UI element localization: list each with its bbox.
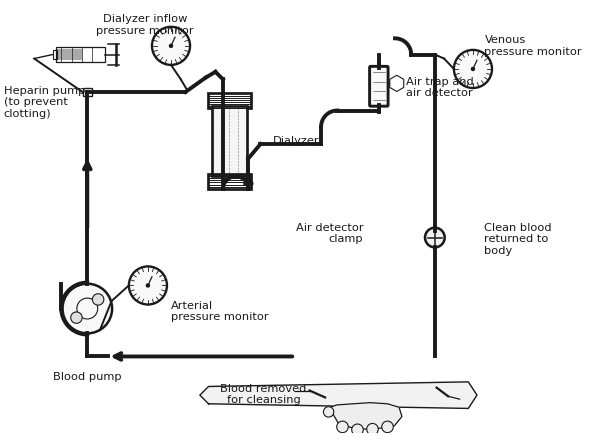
Text: Clean blood
returned to
body: Clean blood returned to body [484,223,552,256]
FancyBboxPatch shape [370,66,388,106]
Circle shape [382,421,393,433]
Text: Venous
pressure monitor: Venous pressure monitor [484,35,582,57]
Circle shape [472,67,475,71]
Circle shape [425,228,445,247]
Circle shape [323,407,334,417]
Bar [53,50,56,59]
Bar [208,93,251,108]
Circle shape [129,266,167,304]
Polygon shape [200,382,477,408]
Circle shape [337,421,348,433]
Text: Air trap and
air detector: Air trap and air detector [406,77,474,98]
Circle shape [92,294,104,305]
Bar [83,88,92,96]
Circle shape [352,424,363,436]
Bar [208,174,251,189]
Text: Air detector
clamp: Air detector clamp [296,223,363,244]
Text: Dialyzer inflow
pressure monitor: Dialyzer inflow pressure monitor [96,14,194,36]
Circle shape [367,423,378,435]
Circle shape [62,284,112,333]
Polygon shape [327,403,402,429]
Circle shape [146,284,149,287]
Circle shape [152,27,190,65]
Text: Heparin pump
(to prevent
clotting): Heparin pump (to prevent clotting) [4,86,85,119]
Text: Dialyzer: Dialyzer [273,136,320,146]
Text: Blood removed
for cleansing: Blood removed for cleansing [220,384,307,405]
Text: Arterial
pressure monitor: Arterial pressure monitor [171,301,269,322]
Bar [56,47,104,62]
Text: Blood pump: Blood pump [53,372,122,382]
Circle shape [71,312,82,323]
Bar [212,106,247,176]
Circle shape [169,45,173,47]
Bar [56,49,82,60]
Circle shape [454,50,492,88]
